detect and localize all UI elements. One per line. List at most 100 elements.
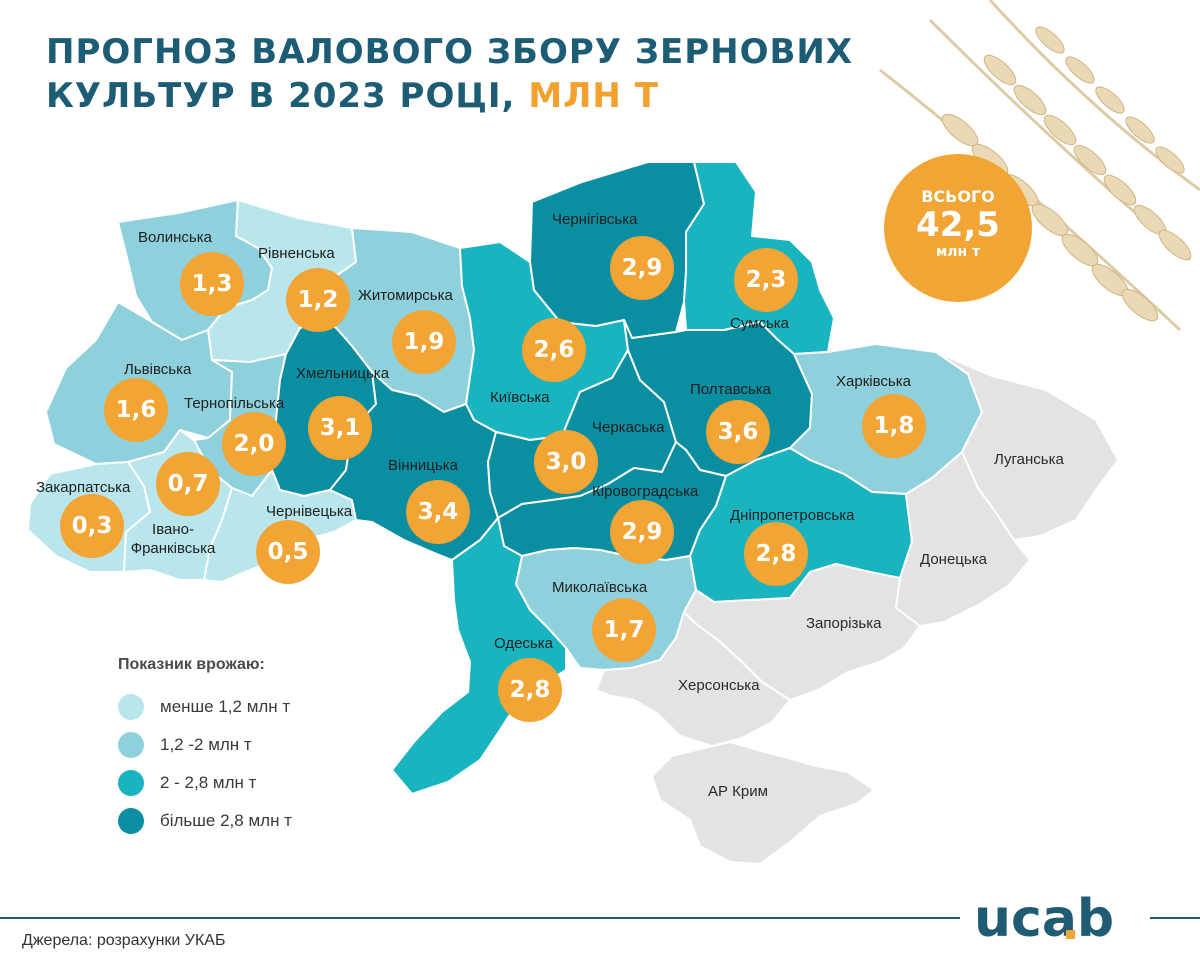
value-bubble-circle [734, 248, 798, 312]
region-crimea [651, 741, 875, 865]
legend-item: 2 - 2,8 млн т [118, 764, 292, 802]
value-bubble: 2,6 [522, 318, 586, 382]
value-bubble-circle [406, 480, 470, 544]
value-bubble-circle [534, 430, 598, 494]
value-bubble: 0,3 [60, 494, 124, 558]
region-odesa [391, 517, 567, 795]
legend-label: менше 1,2 млн т [160, 697, 291, 716]
region-label: Миколаївська [552, 579, 648, 596]
value-bubble-text: 1,2 [298, 287, 339, 313]
footer-divider-right [1150, 917, 1200, 919]
value-bubble-text: 1,9 [404, 329, 445, 355]
legend-title: Показник врожаю: [118, 656, 265, 673]
value-bubble-text: 2,9 [622, 519, 663, 545]
value-bubble-text: 1,6 [116, 397, 157, 423]
legend-item: менше 1,2 млн т [118, 688, 292, 726]
value-bubble-circle [256, 520, 320, 584]
region-label: Хмельницька [296, 365, 390, 382]
region-label: Тернопільська [184, 395, 285, 412]
value-bubble-circle [60, 494, 124, 558]
region-label: Черкаська [592, 419, 665, 436]
value-bubble-text: 1,8 [874, 413, 915, 439]
region-label: Донецька [920, 551, 988, 568]
legend-swatch [118, 694, 144, 720]
value-bubble-text: 0,7 [168, 471, 209, 497]
region-label: Харківська [836, 373, 912, 390]
title-unit: млн т [528, 76, 659, 116]
value-bubble: 2,8 [498, 658, 562, 722]
value-bubble-text: 2,8 [510, 677, 551, 703]
region-zaporizhzhia [683, 563, 921, 701]
value-bubble: 3,4 [406, 480, 470, 544]
legend-label: 2 - 2,8 млн т [160, 773, 257, 792]
ucab-logo: ucab [974, 889, 1114, 949]
value-bubble: 0,5 [256, 520, 320, 584]
legend-swatch [118, 770, 144, 796]
value-bubble-text: 1,3 [192, 271, 233, 297]
legend-label: більше 2,8 млн т [160, 811, 292, 830]
region-label: Херсонська [678, 677, 760, 694]
region-label: Рівненська [258, 245, 335, 262]
value-bubble: 1,6 [104, 378, 168, 442]
value-bubble-text: 0,5 [268, 539, 309, 565]
value-bubble: 2,9 [610, 236, 674, 300]
value-bubble-circle [592, 598, 656, 662]
region-label: Кіровоградська [592, 483, 699, 500]
total-label: всього [921, 187, 995, 206]
region-label: Чернівецька [266, 503, 353, 520]
legend-item: більше 2,8 млн т [118, 802, 292, 840]
region-label: Дніпропетровська [730, 507, 855, 524]
region-label: Сумська [730, 315, 790, 332]
value-bubble-text: 2,6 [534, 337, 575, 363]
region-label: Житомирська [358, 287, 454, 304]
value-bubble-circle [104, 378, 168, 442]
region-label: Запорізька [806, 615, 882, 632]
value-bubble-circle [392, 310, 456, 374]
value-bubble-circle [610, 500, 674, 564]
value-bubble-text: 0,3 [72, 513, 113, 539]
value-bubble-text: 2,8 [756, 541, 797, 567]
value-bubble-circle [308, 396, 372, 460]
region-label: Полтавська [690, 381, 772, 398]
value-bubble-circle [706, 400, 770, 464]
value-bubble: 3,0 [534, 430, 598, 494]
title-line-1: Прогноз валового збору зернових [46, 32, 854, 72]
value-bubble: 2,8 [744, 522, 808, 586]
value-bubble-text: 3,6 [718, 419, 759, 445]
region-luhansk [935, 351, 1119, 541]
page-title: Прогноз валового збору зернових культур … [46, 30, 853, 118]
value-bubble: 1,9 [392, 310, 456, 374]
logo-text: ucab [974, 889, 1114, 949]
region-label: Чернігівська [552, 211, 638, 228]
value-bubble-text: 2,3 [746, 267, 787, 293]
total-badge: всього 42,5 млн т [884, 154, 1032, 302]
value-bubble-circle [180, 252, 244, 316]
title-line-2: культур в 2023 році, [46, 76, 516, 116]
value-bubble-circle [222, 412, 286, 476]
legend: Показник врожаю: менше 1,2 млн т 1,2 -2 … [118, 656, 292, 840]
value-bubble-text: 2,0 [234, 431, 275, 457]
region-label: Одеська [494, 635, 554, 652]
value-bubble-circle [522, 318, 586, 382]
value-bubble-circle [862, 394, 926, 458]
region-label: Вінницька [388, 457, 459, 474]
value-bubble: 2,3 [734, 248, 798, 312]
value-bubble: 2,9 [610, 500, 674, 564]
value-bubble: 1,2 [286, 268, 350, 332]
value-bubble-circle [156, 452, 220, 516]
value-bubble: 0,7 [156, 452, 220, 516]
wheat-ears-decoration [879, 0, 1200, 332]
region-label: Волинська [138, 229, 213, 246]
legend-item: 1,2 -2 млн т [118, 726, 292, 764]
region-label: Київська [490, 389, 550, 406]
value-bubble: 3,6 [706, 400, 770, 464]
legend-label: 1,2 -2 млн т [160, 735, 252, 754]
value-bubble: 3,1 [308, 396, 372, 460]
region-label: Львівська [124, 361, 192, 378]
total-unit: млн т [935, 244, 981, 260]
region-kherson [595, 611, 791, 747]
value-bubble-text: 3,4 [418, 499, 459, 525]
value-bubble-text: 3,0 [546, 449, 587, 475]
value-bubble: 1,7 [592, 598, 656, 662]
